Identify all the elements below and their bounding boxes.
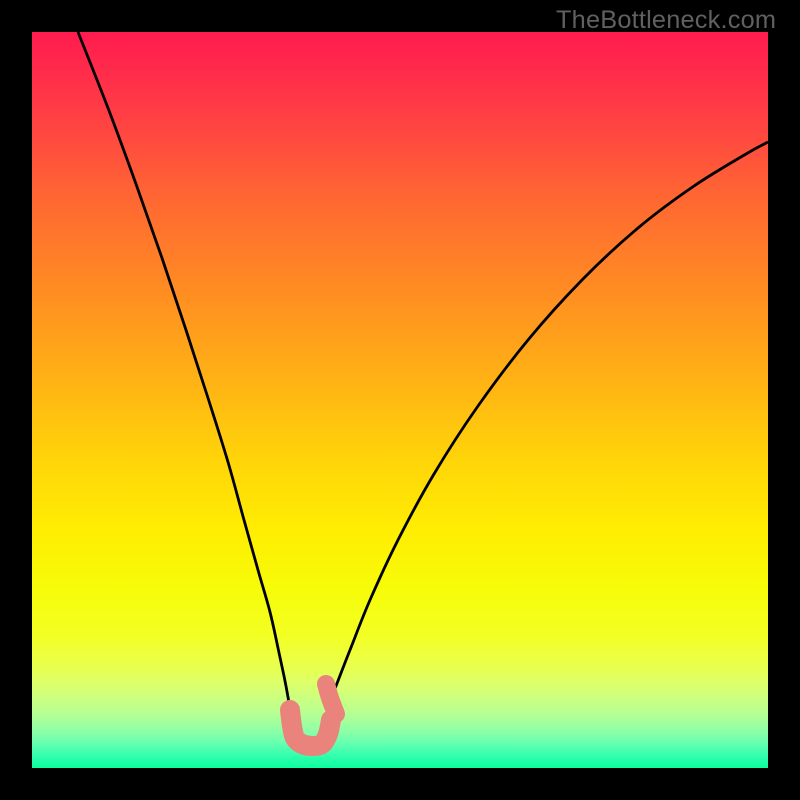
plot-background bbox=[32, 32, 768, 768]
valley-marker-tick bbox=[326, 684, 336, 714]
plot-svg bbox=[0, 0, 800, 800]
chart-stage: TheBottleneck.com bbox=[0, 0, 800, 800]
watermark-text: TheBottleneck.com bbox=[556, 6, 776, 35]
